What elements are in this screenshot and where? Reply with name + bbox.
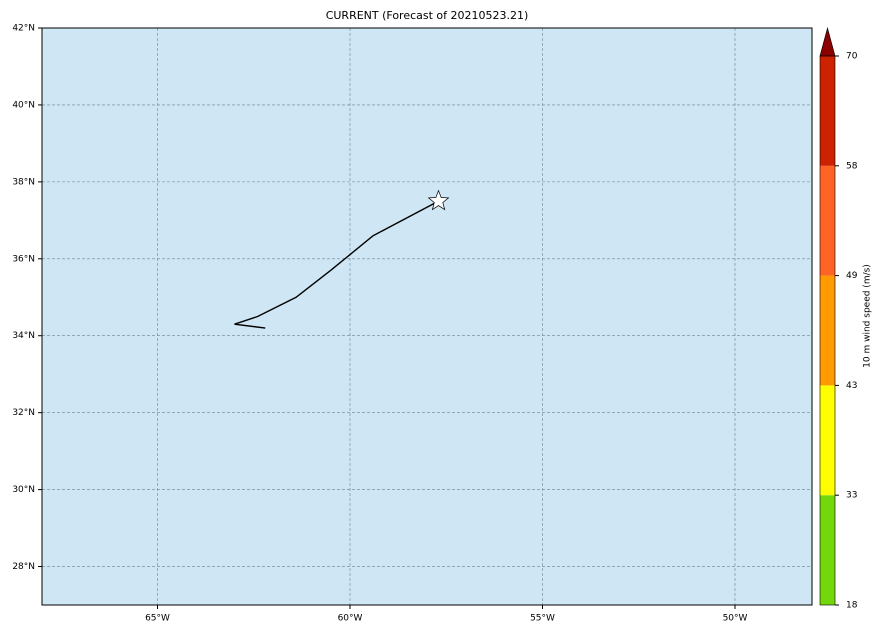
- colorbar-tick-label: 18: [846, 601, 858, 611]
- y-tick-label: 38°N: [12, 177, 35, 187]
- x-tick-label: 50°W: [723, 614, 748, 624]
- storm-track: [234, 200, 439, 329]
- colorbar-tick-label: 58: [846, 161, 858, 171]
- x-tick-label: 65°W: [145, 614, 170, 624]
- colorbar-frame: [819, 55, 836, 606]
- colorbar-segment: [820, 165, 835, 276]
- current-position: [427, 189, 450, 211]
- colorbar-tick-label: 49: [846, 271, 858, 281]
- colorbar-segment: [820, 275, 835, 386]
- y-tick-label: 32°N: [12, 408, 35, 418]
- colorbar-extend: [819, 26, 836, 57]
- colorbar-segment: [820, 56, 835, 166]
- colorbar-label: 10 m wind speed (m/s): [863, 264, 873, 368]
- ocean: [42, 28, 812, 605]
- x-tick-label: 55°W: [530, 614, 555, 624]
- colorbar-segment: [820, 495, 835, 605]
- map-frame: [41, 27, 813, 606]
- y-tick-label: 28°N: [12, 562, 35, 572]
- map-title: CURRENT (Forecast of 20210523.21): [326, 9, 529, 22]
- colorbar-tick-label: 43: [846, 381, 857, 391]
- y-tick-label: 30°N: [12, 485, 35, 495]
- colorbar-tick-label: 33: [846, 491, 857, 501]
- y-tick-label: 36°N: [12, 254, 35, 264]
- y-tick-label: 34°N: [12, 331, 35, 341]
- y-tick-label: 40°N: [12, 100, 35, 110]
- x-tick-label: 60°W: [338, 614, 363, 624]
- colorbar-segment: [820, 385, 835, 496]
- colorbar-tick-label: 70: [846, 52, 858, 62]
- y-tick-label: 42°N: [12, 24, 35, 34]
